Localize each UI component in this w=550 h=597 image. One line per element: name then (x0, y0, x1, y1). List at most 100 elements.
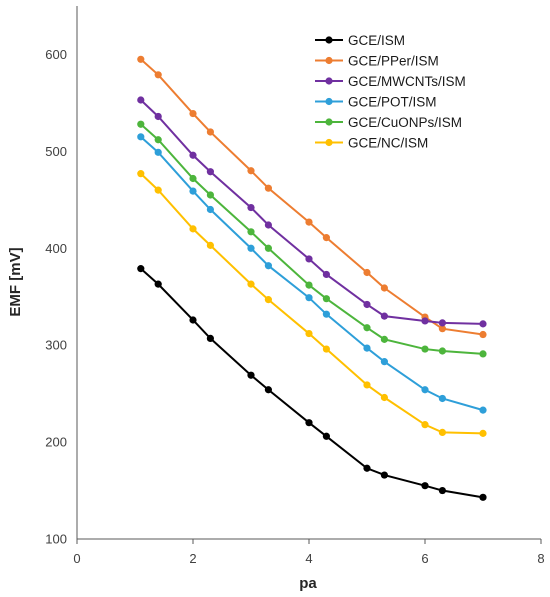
data-point (305, 294, 313, 302)
data-point (206, 205, 214, 214)
y-tick-label: 500 (45, 144, 67, 159)
data-point (479, 493, 487, 501)
data-point (154, 280, 162, 288)
data-point (322, 295, 330, 303)
legend-item: GCE/PPer/ISM (315, 54, 439, 69)
legend-item: GCE/NC/ISM (315, 136, 428, 151)
data-point (189, 109, 197, 118)
y-tick-label: 100 (45, 532, 67, 547)
data-point (479, 406, 487, 414)
data-point (479, 320, 487, 328)
x-tick-label: 6 (421, 551, 428, 566)
data-point (322, 270, 330, 279)
x-tick-label: 2 (189, 551, 196, 566)
y-tick-label: 200 (45, 435, 67, 450)
y-tick-label: 300 (45, 338, 67, 353)
data-point (421, 482, 429, 490)
legend-label: GCE/PPer/ISM (348, 54, 439, 69)
data-point (247, 203, 255, 212)
data-point (380, 335, 388, 343)
series-line (140, 172, 484, 435)
data-point (206, 191, 214, 199)
series-gce-cuonps-ism (137, 120, 487, 358)
data-point (305, 281, 313, 289)
data-point (421, 421, 429, 429)
series-gce-ism (137, 265, 487, 501)
legend-label: GCE/MWCNTs/ISM (348, 74, 466, 89)
data-point (363, 381, 371, 389)
data-point (322, 432, 330, 440)
data-point (154, 112, 162, 121)
data-point (137, 120, 145, 128)
legend-swatch-marker (325, 97, 333, 106)
data-point (305, 218, 313, 226)
data-point (380, 358, 388, 366)
data-point (189, 225, 197, 233)
data-point (264, 386, 272, 394)
data-point (206, 334, 214, 342)
data-point (154, 148, 162, 156)
data-point (137, 96, 145, 104)
data-point (305, 255, 313, 263)
legend-item: GCE/MWCNTs/ISM (315, 74, 466, 89)
data-point (438, 347, 446, 355)
legend-swatch-marker (325, 36, 333, 44)
y-tick-label: 600 (45, 47, 67, 62)
data-point (305, 419, 313, 427)
data-point (479, 429, 487, 437)
data-point (206, 168, 214, 176)
x-tick-label: 8 (537, 551, 544, 566)
legend-label: GCE/CuONPs/ISM (348, 115, 462, 130)
data-point (363, 300, 371, 309)
data-point (438, 486, 446, 495)
data-point (363, 344, 371, 352)
y-axis-title: EMF [mV] (7, 247, 24, 316)
axes: 0 2 4 6 8 100 200 300 400 500 600 (45, 6, 545, 566)
x-tick-label: 4 (305, 551, 312, 566)
data-point (380, 471, 388, 479)
data-point (247, 228, 255, 236)
data-point (206, 241, 214, 249)
data-point (137, 133, 145, 141)
data-point (137, 265, 145, 273)
data-point (380, 393, 388, 402)
x-tick-label: 0 (73, 551, 80, 566)
data-point (479, 350, 487, 358)
data-point (206, 128, 214, 136)
data-point (322, 234, 330, 242)
data-point (247, 244, 255, 252)
series-gce-mwcnts-ism (137, 96, 487, 328)
data-point (154, 71, 162, 79)
data-point (363, 324, 371, 332)
legend-label: GCE/POT/ISM (348, 95, 437, 110)
data-point (438, 325, 446, 333)
legend-swatch-marker (325, 118, 333, 126)
series-gce-nc-ism (137, 170, 487, 437)
data-point (438, 428, 446, 436)
data-point (380, 312, 388, 320)
series-layer (137, 55, 487, 501)
x-axis-title: pa (299, 575, 317, 592)
data-point (137, 55, 145, 63)
series-line (140, 99, 484, 325)
legend-swatch-marker (325, 138, 333, 147)
legend-swatch-marker (325, 56, 333, 65)
y-tick-label: 400 (45, 241, 67, 256)
legend-item: GCE/POT/ISM (315, 95, 437, 110)
data-point (137, 170, 145, 178)
legend-item: GCE/CuONPs/ISM (315, 115, 462, 130)
legend-label: GCE/ISM (348, 33, 405, 48)
data-point (322, 345, 330, 353)
data-point (322, 310, 330, 318)
data-point (264, 244, 272, 252)
data-point (363, 268, 371, 277)
data-point (154, 186, 162, 194)
data-point (264, 221, 272, 229)
series-gce-pot-ism (137, 133, 487, 414)
data-point (189, 151, 197, 159)
data-point (479, 330, 487, 339)
data-point (421, 345, 429, 353)
legend: GCE/ISM GCE/PPer/ISM GCE/MWCNTs/ISM GCE/POT… (315, 33, 466, 151)
data-point (305, 329, 313, 338)
data-point (438, 319, 446, 327)
